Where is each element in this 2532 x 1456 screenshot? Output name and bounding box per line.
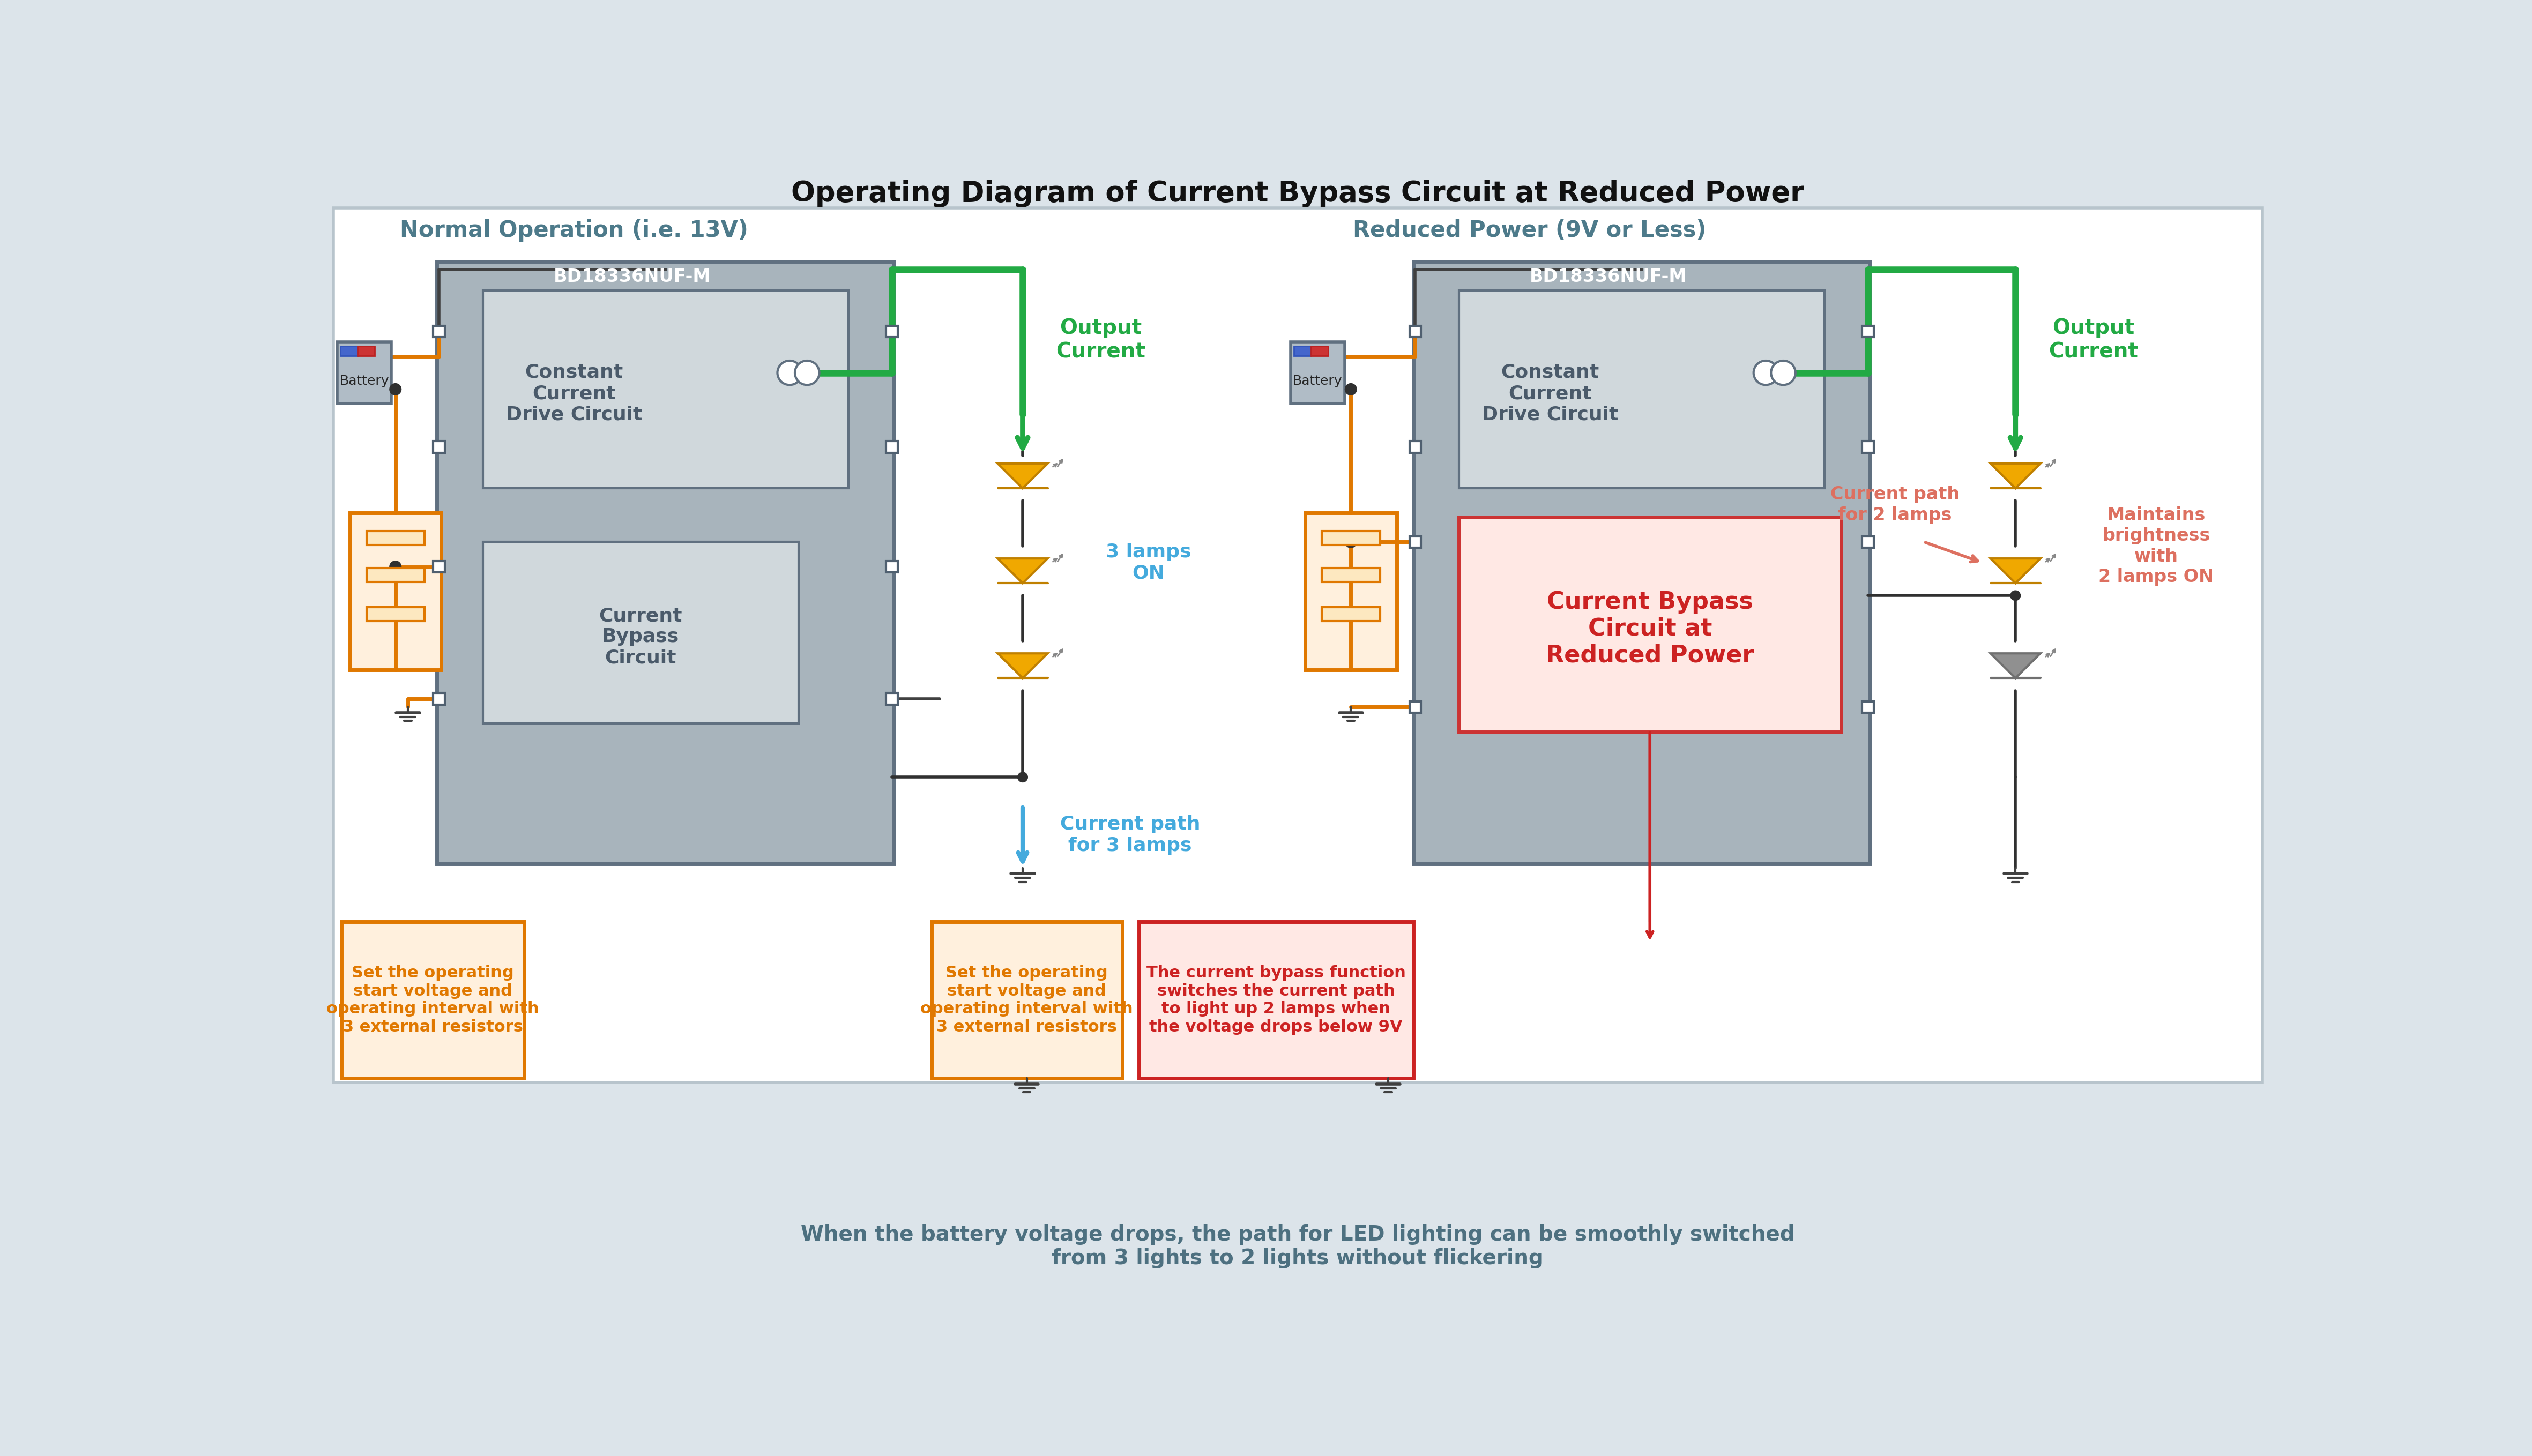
Text: When the battery voltage drops, the path for LED lighting can be smoothly switch: When the battery voltage drops, the path… (800, 1224, 1795, 1268)
Bar (1410, 441, 1420, 453)
Polygon shape (1990, 463, 2041, 488)
Text: Set the operating
start voltage and
operating interval with
3 external resistors: Set the operating start voltage and oper… (922, 965, 1134, 1035)
Bar (1410, 702, 1420, 713)
Bar (342, 347, 357, 355)
Text: Current
Bypass
Circuit: Current Bypass Circuit (600, 607, 681, 667)
Text: Maintains
brightness
with
2 lamps ON: Maintains brightness with 2 lamps ON (2099, 507, 2213, 585)
Text: Battery: Battery (339, 374, 390, 387)
Circle shape (1344, 383, 1357, 395)
Bar (433, 441, 446, 453)
Bar (1413, 262, 1871, 863)
Circle shape (886, 695, 896, 703)
Text: Current path
for 2 lamps: Current path for 2 lamps (1831, 486, 1960, 524)
Circle shape (1018, 772, 1028, 782)
Text: Constant
Current
Drive Circuit: Constant Current Drive Circuit (1481, 363, 1618, 424)
Text: Operating Diagram of Current Bypass Circuit at Reduced Power: Operating Diagram of Current Bypass Circ… (790, 179, 1805, 208)
Circle shape (1344, 536, 1357, 547)
Bar (1312, 347, 1327, 355)
Circle shape (2010, 591, 2021, 600)
Bar (438, 262, 894, 863)
Bar (342, 922, 524, 1079)
Circle shape (1770, 361, 1795, 384)
Bar (484, 542, 798, 724)
Bar (367, 531, 425, 545)
Text: 3 lamps
ON: 3 lamps ON (1106, 543, 1190, 582)
Bar (433, 693, 446, 705)
Text: BD18336NUF-M: BD18336NUF-M (555, 268, 711, 285)
Text: Constant
Current
Drive Circuit: Constant Current Drive Circuit (506, 363, 643, 424)
Bar (337, 342, 392, 403)
Bar (1410, 326, 1420, 338)
Bar (1458, 290, 1826, 488)
Text: BD18336NUF-M: BD18336NUF-M (1529, 268, 1686, 285)
Polygon shape (1990, 559, 2041, 584)
Bar (433, 326, 446, 338)
Bar (932, 922, 1122, 1079)
Text: Output
Current: Output Current (2048, 317, 2137, 361)
Circle shape (433, 326, 443, 336)
Bar (367, 607, 425, 622)
Bar (886, 326, 899, 338)
Circle shape (777, 361, 803, 384)
Bar (1291, 342, 1344, 403)
Text: The current bypass function
switches the current path
to light up 2 lamps when
t: The current bypass function switches the… (1147, 965, 1405, 1035)
Text: Output
Current: Output Current (1056, 317, 1144, 361)
Circle shape (390, 561, 400, 572)
Bar (357, 347, 375, 355)
Bar (1322, 607, 1380, 622)
Bar (1861, 536, 1874, 547)
Bar (1322, 531, 1380, 545)
Bar (349, 513, 441, 670)
Bar (334, 208, 2261, 1082)
Bar (1139, 922, 1413, 1079)
Bar (886, 693, 899, 705)
Polygon shape (998, 559, 1048, 584)
Text: Current path
for 3 lamps: Current path for 3 lamps (1061, 815, 1200, 855)
Bar (484, 290, 848, 488)
Bar (1322, 568, 1380, 582)
Bar (1304, 513, 1398, 670)
Bar (1294, 347, 1312, 355)
Bar (1861, 702, 1874, 713)
Bar (886, 441, 899, 453)
Text: Battery: Battery (1294, 374, 1342, 387)
Text: Reduced Power (9V or Less): Reduced Power (9V or Less) (1352, 220, 1707, 242)
Bar (1861, 326, 1874, 338)
Circle shape (795, 361, 820, 384)
Polygon shape (1990, 654, 2041, 678)
Circle shape (390, 383, 400, 395)
Bar (433, 561, 446, 572)
Bar (1458, 517, 1841, 732)
Bar (1861, 441, 1874, 453)
Bar (886, 561, 899, 572)
Bar (1410, 536, 1420, 547)
Circle shape (1410, 326, 1420, 336)
Text: Set the operating
start voltage and
operating interval with
3 external resistors: Set the operating start voltage and oper… (327, 965, 539, 1035)
Text: Current Bypass
Circuit at
Reduced Power: Current Bypass Circuit at Reduced Power (1547, 590, 1755, 667)
Text: Normal Operation (i.e. 13V): Normal Operation (i.e. 13V) (400, 220, 747, 242)
Polygon shape (998, 654, 1048, 678)
Circle shape (1755, 361, 1777, 384)
Polygon shape (998, 463, 1048, 488)
Bar (367, 568, 425, 582)
